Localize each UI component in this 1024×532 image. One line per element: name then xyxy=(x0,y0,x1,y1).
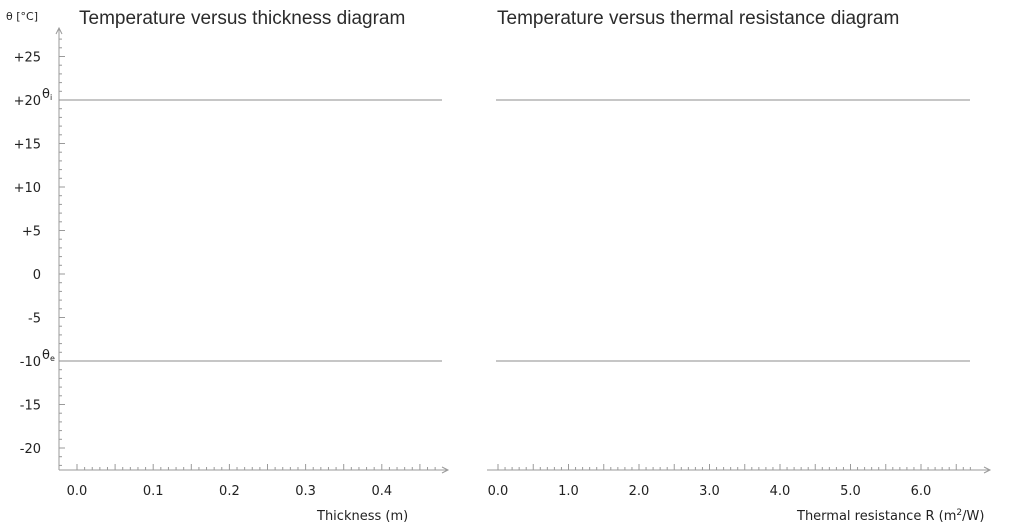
y-tick-label: 0 xyxy=(33,268,41,283)
x-tick-label: 0.4 xyxy=(371,484,392,499)
y-tick-label: -5 xyxy=(28,312,41,327)
thermal-resistance-chart-title: Temperature versus thermal resistance di… xyxy=(497,8,899,29)
xlabel-main: Thermal resistance R (m xyxy=(796,509,956,524)
y-tick-label: +5 xyxy=(22,225,41,240)
thermal-resistance-x-axis: 0.0 1.0 2.0 3.0 4.0 5.0 6.0 xyxy=(487,464,992,499)
xlabel-end: /W) xyxy=(962,509,984,524)
x-tick-label: 3.0 xyxy=(699,484,720,499)
x-tick-label: 1.0 xyxy=(558,484,579,499)
thermal-resistance-reference-lines xyxy=(496,99,970,362)
reference-line-label: θi xyxy=(42,87,52,102)
thermal-resistance-x-axis-label: Thermal resistance R (m2/W) xyxy=(796,508,984,524)
y-tick-label: +25 xyxy=(14,51,41,66)
y-tick-label: +15 xyxy=(14,138,41,153)
thickness-x-axis: 0.0 0.1 0.2 0.3 0.4 xyxy=(59,464,450,499)
y-tick-label: -20 xyxy=(20,442,41,457)
y-axis: +25 +20 +15 +10 +5 0 -5 -10 -15 -20 xyxy=(14,26,65,470)
y-tick-label: -15 xyxy=(20,399,41,414)
thermal-resistance-chart: Temperature versus thermal resistance di… xyxy=(487,8,992,524)
y-axis-arrow xyxy=(55,26,63,35)
xlabel-sup: 2 xyxy=(956,508,962,518)
x-tick-label: 0.3 xyxy=(295,484,316,499)
x-tick-label: 6.0 xyxy=(911,484,932,499)
x-tick-label: 0.1 xyxy=(143,484,164,499)
y-tick-label: -10 xyxy=(20,355,41,370)
x-tick-label: 0.2 xyxy=(219,484,240,499)
x-axis-arrow xyxy=(441,466,450,474)
x-axis-arrow xyxy=(983,466,992,474)
reference-symbol: θ xyxy=(42,87,50,102)
x-tick-label: 4.0 xyxy=(770,484,791,499)
x-tick-label: 0.0 xyxy=(488,484,509,499)
thickness-x-axis-label: Thickness (m) xyxy=(316,509,408,524)
y-tick-label: +20 xyxy=(14,94,41,109)
y-tick-label: +10 xyxy=(14,181,41,196)
thickness-chart-title: Temperature versus thickness diagram xyxy=(79,8,405,29)
reference-subscript: e xyxy=(50,354,55,363)
thickness-chart: Temperature versus thickness diagram θ [… xyxy=(6,8,450,524)
reference-line-label: θe xyxy=(42,348,55,363)
x-tick-label: 2.0 xyxy=(629,484,650,499)
x-tick-label: 0.0 xyxy=(67,484,88,499)
x-tick-label: 5.0 xyxy=(840,484,861,499)
reference-symbol: θ xyxy=(42,348,50,363)
reference-subscript: i xyxy=(50,93,52,102)
y-axis-label: θ [°C] xyxy=(6,10,38,23)
